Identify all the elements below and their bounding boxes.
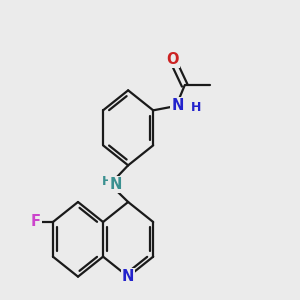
Text: N: N xyxy=(122,269,134,284)
Text: O: O xyxy=(166,52,179,67)
Text: H: H xyxy=(102,175,112,188)
Text: F: F xyxy=(30,214,40,230)
Text: N: N xyxy=(171,98,184,113)
Text: H: H xyxy=(190,101,201,114)
Text: N: N xyxy=(109,177,122,192)
